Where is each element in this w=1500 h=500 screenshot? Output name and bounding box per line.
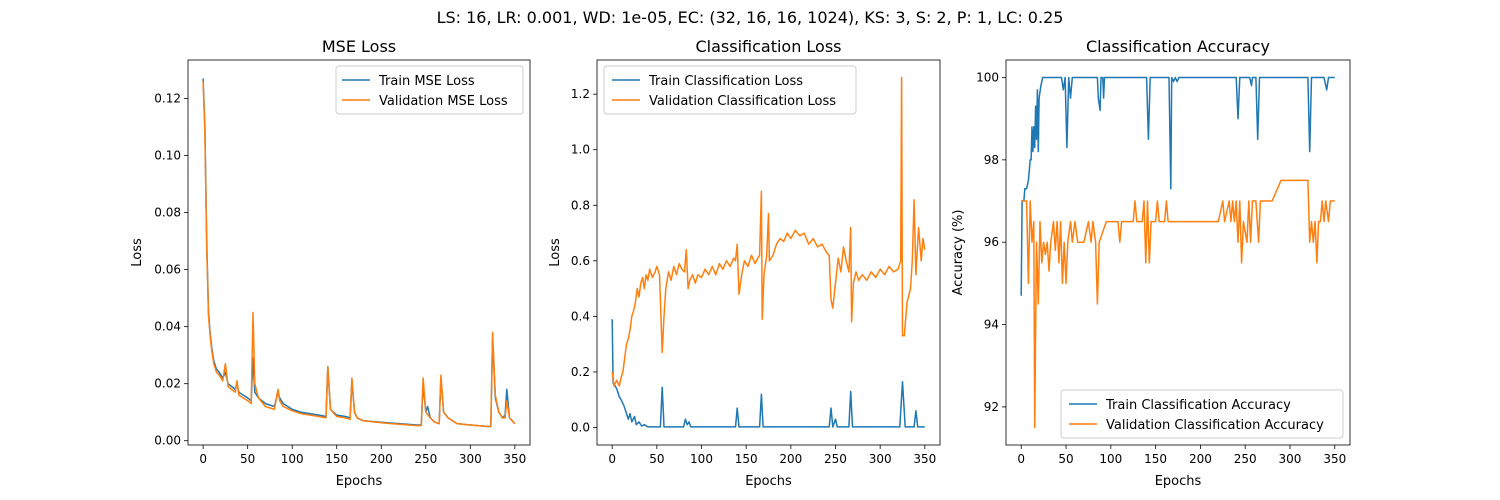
y-tick-label: 0.04	[154, 320, 181, 334]
series-line-validation	[1021, 179, 1335, 429]
x-tick-label: 300	[1279, 452, 1302, 466]
y-axis-label: Loss	[130, 238, 145, 267]
x-tick-label: 0	[1017, 452, 1025, 466]
x-tick-label: 150	[325, 452, 348, 466]
x-tick-label: 100	[1099, 452, 1122, 466]
y-tick-label: 0.08	[154, 206, 181, 220]
x-axis-label: Epochs	[745, 474, 792, 489]
legend-label: Train Classification Accuracy	[1105, 398, 1291, 413]
series-line-validation	[611, 76, 926, 387]
y-tick-label: 0.8	[571, 198, 590, 212]
x-axis-label: Epochs	[336, 474, 383, 489]
legend: Train Classification Loss Validation Clas…	[603, 65, 857, 115]
x-tick-label: 300	[869, 452, 892, 466]
y-axis-label: Loss	[548, 238, 563, 267]
legend: Train Classification Accuracy Validation …	[1060, 389, 1344, 439]
x-tick-label: 200	[779, 452, 802, 466]
legend: Train MSE Loss Validation MSE Loss	[335, 65, 524, 115]
legend-box	[1060, 389, 1344, 439]
chart-panel-2: 0 50 100 150 200 250 300 350 0.0 0.2 0.4 0.6 0.8 1.0 1…	[548, 37, 941, 489]
y-tick-label: 98	[984, 153, 999, 167]
x-tick-label: 250	[1234, 452, 1257, 466]
x-tick-label: 300	[459, 452, 482, 466]
series-lines	[611, 76, 926, 428]
y-tick-label: 0.02	[154, 377, 181, 391]
x-tick-label: 50	[240, 452, 255, 466]
x-tick-label: 100	[690, 452, 713, 466]
legend-label: Validation Classification Accuracy	[1106, 418, 1324, 433]
y-tick-label: 0.0	[571, 421, 590, 435]
x-axis-label: Epochs	[1155, 474, 1202, 489]
legend-label: Train Classification Loss	[648, 74, 803, 89]
x-tick-label: 100	[281, 452, 304, 466]
y-tick-label: 0.4	[571, 309, 590, 323]
y-tick-label: 0.06	[154, 263, 181, 277]
x-tick-label: 250	[414, 452, 437, 466]
x-tick-label: 50	[649, 452, 664, 466]
legend-label: Train MSE Loss	[378, 74, 475, 89]
y-tick-label: 0.10	[154, 149, 181, 163]
series-line-train	[1020, 76, 1335, 296]
x-tick-label: 0	[199, 452, 207, 466]
y-tick-label: 0.6	[571, 254, 590, 268]
x-tick-label: 0	[608, 452, 616, 466]
legend-box	[335, 65, 524, 115]
legend-label: Validation MSE Loss	[379, 94, 508, 109]
x-tick-label: 350	[1323, 452, 1346, 466]
x-tick-label: 200	[370, 452, 393, 466]
chart-panel-1: 0 50 100 150 200 250 300 350 0.00 0.02 0.04 0.06 0.0…	[130, 37, 531, 489]
axes-frame	[187, 59, 531, 446]
y-tick-label: 1.0	[571, 143, 590, 157]
figure-suptitle: LS: 16, LR: 0.001, WD: 1e-05, EC: (32, 1…	[437, 8, 1064, 27]
series-lines	[1020, 76, 1335, 429]
y-axis-label: Accuracy (%)	[951, 210, 966, 296]
x-tick-label: 350	[913, 452, 936, 466]
y-tick-label: 0.2	[571, 365, 590, 379]
y-tick-label: 96	[984, 235, 999, 249]
series-line-train	[202, 78, 516, 428]
series-lines	[202, 78, 516, 428]
y-tick-label: 92	[984, 400, 999, 414]
x-tick-label: 150	[735, 452, 758, 466]
x-tick-label: 50	[1058, 452, 1073, 466]
x-tick-label: 250	[824, 452, 847, 466]
chart-title: Classification Loss	[695, 37, 841, 56]
y-tick-label: 0.00	[154, 434, 181, 448]
legend-box	[603, 65, 857, 115]
panels: 0 50 100 150 200 250 300 3500.000.020.040.060.0…	[130, 37, 1351, 489]
axes-frame	[1005, 59, 1351, 446]
chart-title: MSE Loss	[322, 37, 396, 56]
y-tick-label: 1.2	[571, 87, 590, 101]
y-tick-label: 94	[984, 318, 999, 332]
x-tick-label: 350	[503, 452, 526, 466]
x-tick-label: 200	[1189, 452, 1212, 466]
x-tick-label: 150	[1144, 452, 1167, 466]
chart-panel-3: 0 50 100 150 200 250 300 350 92 94 96 98 100 Epochs Ac…	[951, 37, 1351, 489]
axes-frame	[596, 59, 941, 446]
y-tick-label: 100	[976, 71, 999, 85]
chart-title: Classification Accuracy	[1086, 37, 1270, 56]
series-line-train	[611, 319, 925, 428]
legend-label: Validation Classification Loss	[649, 94, 836, 109]
y-tick-label: 0.12	[154, 92, 181, 106]
series-line-validation	[202, 81, 516, 428]
